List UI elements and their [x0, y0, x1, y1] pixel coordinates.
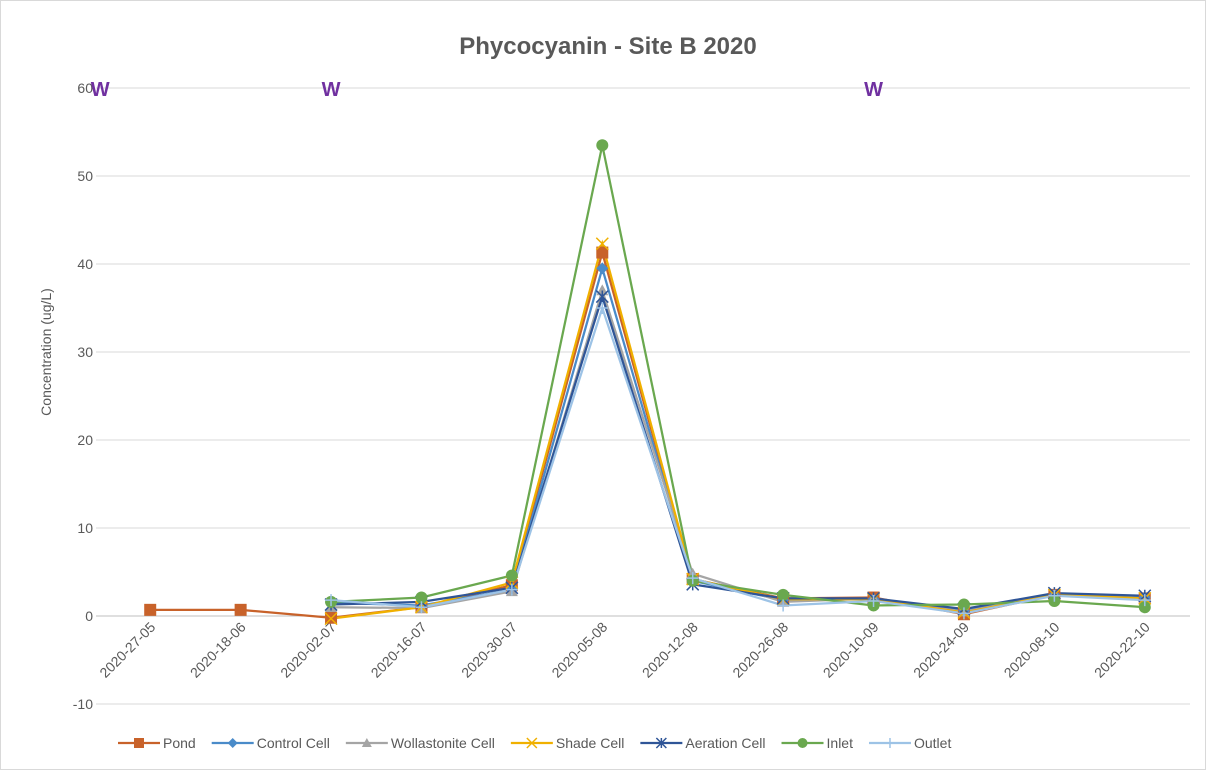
marker	[596, 262, 609, 275]
marker	[227, 738, 238, 748]
legend-label: Wollastonite Cell	[391, 735, 495, 751]
legend-item: Wollastonite Cell	[345, 735, 495, 751]
marker	[505, 583, 518, 596]
marker	[415, 601, 428, 614]
marker	[1138, 594, 1151, 607]
series-line	[330, 144, 1145, 609]
y-tick-label: 30	[77, 344, 93, 360]
annotation: W	[322, 79, 341, 101]
y-axis-label: Concentration (ug/L)	[38, 288, 54, 416]
marker	[415, 591, 428, 604]
marker	[595, 290, 609, 304]
legend-item: Inlet	[781, 735, 854, 751]
marker	[596, 302, 609, 314]
marker	[325, 594, 338, 607]
legend-label: Inlet	[827, 735, 854, 751]
marker	[1138, 601, 1151, 614]
marker	[777, 588, 790, 601]
marker	[1048, 589, 1061, 602]
legend-item: Aeration Cell	[640, 735, 766, 751]
series-line	[330, 304, 1145, 615]
marker	[957, 607, 970, 620]
marker	[234, 603, 247, 616]
y-tick-label: 50	[77, 168, 93, 184]
legend-label: Aeration Cell	[685, 735, 765, 751]
annotation: W	[864, 79, 883, 101]
legend-label: Outlet	[914, 735, 951, 751]
y-tick-label: 40	[77, 256, 93, 272]
y-tick-label: 10	[77, 520, 93, 536]
marker	[957, 598, 970, 611]
marker	[884, 738, 895, 748]
y-tick-label: 20	[77, 432, 93, 448]
y-tick-label: 0	[85, 608, 93, 624]
legend-item: Pond	[118, 735, 196, 751]
legend-item: Outlet	[868, 735, 951, 751]
legend-label: Shade Cell	[556, 735, 625, 751]
legend-item: Control Cell	[211, 735, 330, 751]
marker	[686, 572, 699, 585]
marker	[655, 737, 667, 749]
marker	[144, 603, 157, 616]
marker	[361, 738, 372, 747]
y-tick-label: 60	[77, 80, 93, 96]
legend-label: Pond	[163, 735, 196, 751]
marker	[324, 612, 338, 626]
marker	[596, 139, 609, 152]
y-tick-label: -10	[73, 696, 93, 712]
marker	[777, 599, 790, 612]
marker	[134, 738, 144, 748]
legend-label: Control Cell	[257, 735, 330, 751]
legend-item: Shade Cell	[510, 735, 625, 751]
chart-title: Phycocyanin - Site B 2020	[459, 33, 756, 60]
marker	[596, 246, 609, 259]
marker	[505, 569, 518, 582]
marker	[797, 738, 808, 748]
marker	[867, 595, 880, 608]
annotation: W	[91, 79, 110, 101]
marker	[526, 737, 538, 749]
marker	[595, 237, 609, 251]
